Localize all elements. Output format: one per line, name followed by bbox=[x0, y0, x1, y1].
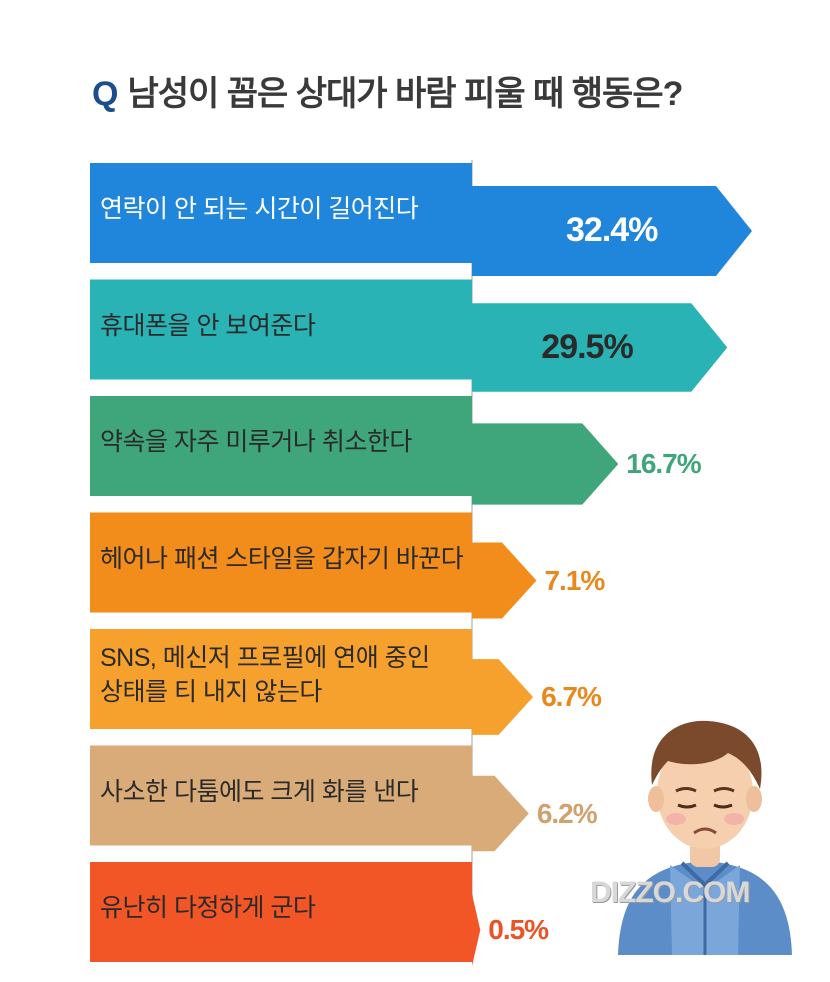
bar bbox=[472, 542, 537, 619]
category-band bbox=[90, 396, 472, 496]
chart-title: Q 남성이 꼽은 상대가 바람 피울 때 행동은? bbox=[92, 66, 683, 115]
bar bbox=[472, 893, 481, 967]
category-band bbox=[90, 862, 472, 962]
category-band bbox=[90, 279, 472, 380]
value-label: 7.1% bbox=[544, 564, 605, 596]
bar bbox=[472, 659, 534, 735]
value-label: 32.4% bbox=[566, 211, 658, 249]
bar bbox=[472, 303, 728, 392]
watermark: DIZZO.COM bbox=[590, 876, 750, 909]
value-label: 16.7% bbox=[626, 448, 701, 479]
category-label: 휴대폰을 안 보여준다 bbox=[100, 311, 316, 340]
category-band bbox=[90, 163, 472, 263]
category-band bbox=[90, 512, 472, 613]
value-label: 29.5% bbox=[541, 327, 633, 366]
category-label: SNS, 메신저 프로필에 연애 중인 상태를 티 내지 않는다 bbox=[100, 644, 430, 706]
category-band bbox=[90, 629, 472, 729]
worried-man-illustration bbox=[618, 720, 792, 955]
question-mark-prefix: Q bbox=[92, 75, 118, 113]
value-label: 6.7% bbox=[541, 681, 602, 712]
bar bbox=[472, 423, 619, 505]
title-text: 남성이 꼽은 상대가 바람 피울 때 행동은? bbox=[127, 75, 683, 113]
category-label: 약속을 자주 미루거나 취소한다 bbox=[100, 428, 412, 456]
category-label: 사소한 다툼에도 크게 화를 낸다 bbox=[100, 777, 419, 806]
category-label: 유난히 다정하게 군다 bbox=[100, 894, 316, 922]
category-band bbox=[90, 745, 472, 846]
value-label: 6.2% bbox=[536, 797, 598, 829]
category-label: 연락이 안 되는 시간이 길어진다 bbox=[100, 195, 419, 223]
value-label: 0.5% bbox=[488, 914, 549, 945]
bar bbox=[472, 186, 752, 276]
category-label: 헤어나 패션 스타일을 갑자기 바꾼다 bbox=[100, 544, 464, 573]
bar bbox=[472, 775, 529, 852]
